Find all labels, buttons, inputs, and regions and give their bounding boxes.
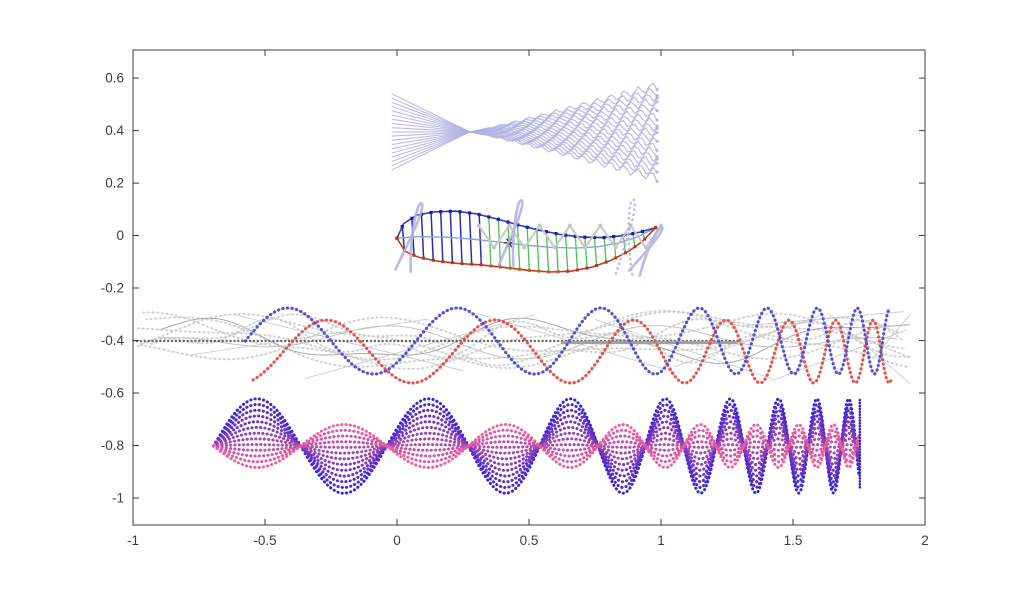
x-tick-label: 2 xyxy=(921,533,929,548)
y-tick-label: -0.6 xyxy=(101,385,124,400)
wavy-band-plot xyxy=(133,306,913,385)
axes: -1 -0.5 0 0.5 1 1.5 2 0.6 0.4 0.2 0 -0.2 -0.4 -0.6 -0.… xyxy=(101,49,929,548)
y-tick-label: 0 xyxy=(116,228,124,243)
fan-mesh-plot xyxy=(391,82,659,184)
y-tick-label: -0.4 xyxy=(101,333,125,348)
x-tick-label: 1 xyxy=(657,533,665,548)
x-tick-label: 0.5 xyxy=(520,533,539,548)
x-tick-label: 1.5 xyxy=(784,533,803,548)
x-tick-label: -1 xyxy=(127,533,139,548)
pen-stroke-plot xyxy=(394,198,664,277)
y-tick-label: 0.6 xyxy=(105,71,124,86)
y-tick-label: -0.8 xyxy=(101,438,124,453)
y-tick-label: -1 xyxy=(112,490,124,505)
fish-mesh-plot xyxy=(395,209,663,274)
wave-packet-plot xyxy=(212,397,862,496)
x-tick-label: -0.5 xyxy=(253,533,276,548)
x-tick-label: 0 xyxy=(393,533,401,548)
y-tick-label: -0.2 xyxy=(101,281,124,296)
y-tick-label: 0.4 xyxy=(105,123,124,138)
y-tick-label: 0.2 xyxy=(105,176,124,191)
